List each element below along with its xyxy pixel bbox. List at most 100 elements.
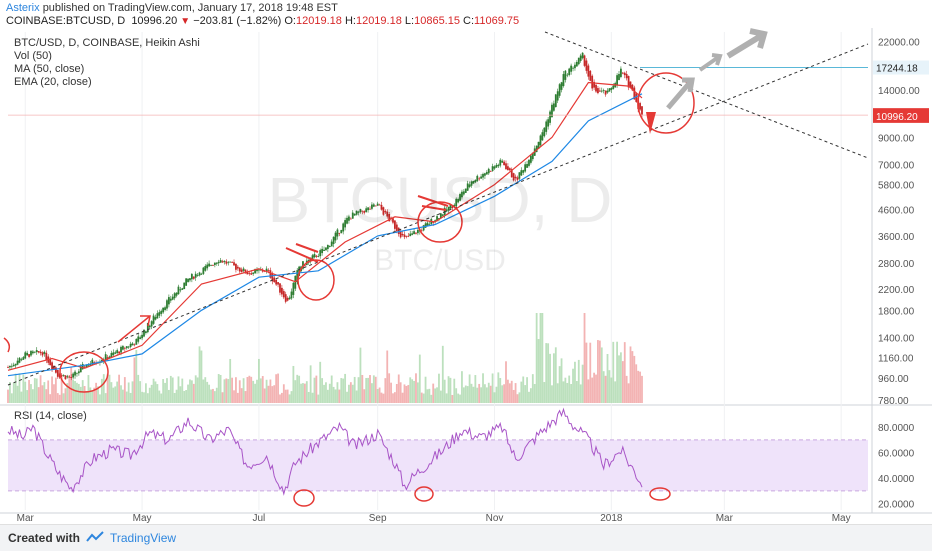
- candle-body: [41, 352, 44, 356]
- legend-ma[interactable]: MA (50, close): [14, 63, 85, 75]
- candle-body: [33, 351, 36, 353]
- volume-bar: [541, 313, 544, 403]
- price-axis-label: 2800.00: [878, 259, 915, 270]
- volume-bar: [397, 374, 400, 403]
- candle-body: [93, 362, 96, 364]
- volume-bar: [399, 382, 402, 403]
- candle-body: [403, 234, 406, 238]
- candle-body: [639, 103, 641, 110]
- candle-body: [116, 350, 119, 354]
- candle-body: [256, 269, 258, 272]
- volume-bar: [508, 383, 511, 403]
- candle-body: [376, 203, 379, 206]
- candle-body: [541, 132, 544, 141]
- volume-bar: [568, 375, 571, 403]
- candle-body: [169, 298, 172, 301]
- candle-body: [248, 272, 251, 274]
- price-label-box: [873, 60, 929, 75]
- price-axis-label: 14000.00: [878, 86, 920, 97]
- volume-bar: [265, 379, 268, 403]
- volume-bar: [145, 383, 147, 403]
- volume-bar: [244, 391, 247, 403]
- candle-body: [633, 87, 636, 100]
- candle-body: [156, 313, 159, 319]
- volume-bar: [31, 389, 34, 403]
- candle-body: [449, 204, 452, 209]
- indicator-legend: BTC/USD, D, COINBASE, Heikin Ashi Vol (5…: [14, 37, 200, 89]
- candle-body: [491, 166, 494, 172]
- candle-body: [355, 210, 358, 215]
- volume-bar: [501, 385, 504, 403]
- volume-bar: [365, 377, 368, 403]
- candle-body: [627, 76, 630, 88]
- legend-vol[interactable]: Vol (50): [14, 50, 52, 62]
- author-link[interactable]: Asterix: [6, 2, 40, 14]
- candle-body: [114, 352, 117, 354]
- candle-body: [311, 255, 314, 260]
- candle-body: [28, 354, 30, 357]
- volume-bar: [390, 382, 392, 403]
- candle-body: [598, 90, 601, 92]
- candle-body: [171, 296, 174, 300]
- candle-body: [39, 351, 42, 354]
- volume-bar: [579, 384, 582, 403]
- volume-bar: [135, 349, 138, 403]
- volume-bar: [200, 350, 203, 403]
- rsi-legend[interactable]: RSI (14, close): [14, 410, 87, 422]
- candle-body: [290, 291, 293, 299]
- volume-bar: [367, 377, 369, 403]
- candle-body: [531, 152, 534, 160]
- candle-body: [190, 274, 193, 280]
- volume-bar: [300, 383, 302, 403]
- volume-bar: [150, 384, 153, 403]
- volume-bar: [369, 375, 371, 403]
- volume-bar: [472, 386, 475, 403]
- volume-bar: [104, 393, 107, 403]
- tradingview-link[interactable]: TradingView: [110, 531, 177, 545]
- volume-bar: [336, 382, 339, 403]
- price-axis-label: 4600.00: [878, 206, 915, 217]
- candle-body: [604, 90, 607, 95]
- candle-body: [466, 183, 469, 191]
- candle-body: [330, 241, 333, 247]
- legend-ema[interactable]: EMA (20, close): [14, 76, 92, 88]
- candle-body: [328, 246, 331, 247]
- volume-bar: [461, 371, 463, 403]
- price-chart[interactable]: 22000.00 17244.18 14000.00 11069.75 10996.20…: [0, 0, 932, 524]
- candle-body: [177, 286, 180, 295]
- open-label: O:: [284, 15, 296, 27]
- candle-body: [123, 347, 126, 349]
- volume-bar: [139, 381, 142, 403]
- candle-body: [70, 377, 73, 378]
- volume-bar: [438, 373, 440, 403]
- candle-body: [497, 164, 500, 167]
- volume-bar: [572, 368, 574, 403]
- candle-body: [246, 271, 249, 275]
- candle-body: [145, 331, 147, 334]
- ohlc-line: COINBASE:BTCUSD, D 10996.20 ▼ −203.81 (−…: [6, 15, 519, 27]
- volume-bar: [637, 370, 640, 403]
- candle-body: [160, 310, 163, 314]
- volume-bar: [319, 361, 322, 403]
- candle-body: [68, 376, 71, 378]
- volume-bar: [407, 384, 410, 403]
- candle-body: [436, 216, 438, 222]
- candle-body: [562, 74, 565, 87]
- candle-body: [346, 217, 348, 224]
- volume-bar: [510, 380, 513, 403]
- volume-bar: [602, 371, 605, 403]
- volume-bar: [627, 383, 630, 403]
- volume-bar: [204, 377, 207, 403]
- candle-body: [575, 61, 578, 67]
- volume-bar: [206, 381, 209, 403]
- volume-bar: [89, 387, 92, 403]
- volume-bar: [348, 384, 350, 403]
- annotation-circle: [297, 259, 335, 301]
- volume-bar: [598, 340, 601, 403]
- volume-bar: [76, 382, 78, 403]
- volume-bar: [537, 339, 540, 403]
- volume-bar: [160, 393, 163, 403]
- candle-body: [271, 273, 274, 282]
- volume-bar: [426, 389, 429, 403]
- volume-bar: [54, 377, 57, 403]
